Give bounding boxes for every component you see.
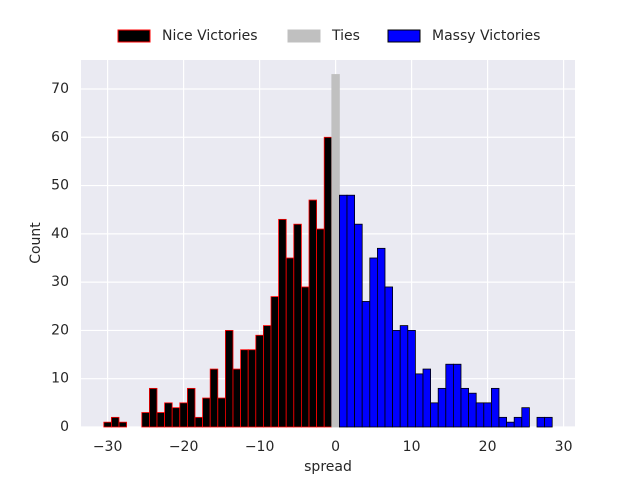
bar — [217, 397, 226, 428]
legend-label: Massy Victories — [432, 28, 540, 44]
y-tick-label: 70 — [51, 81, 69, 97]
x-tick-label: 20 — [479, 439, 497, 455]
bar — [293, 223, 302, 428]
bar — [111, 416, 120, 428]
bar — [270, 296, 279, 428]
bar — [513, 416, 523, 428]
bar — [186, 387, 196, 428]
y-tick-label: 60 — [51, 129, 69, 145]
legend-label: Ties — [331, 28, 360, 44]
bar — [179, 402, 188, 428]
bar — [323, 136, 333, 428]
bar — [392, 330, 401, 428]
bar — [445, 363, 454, 428]
bar — [148, 387, 158, 428]
x-tick-label: −30 — [93, 439, 123, 455]
bar — [308, 199, 317, 428]
bar — [278, 218, 287, 428]
bar — [354, 223, 363, 428]
bar — [316, 228, 325, 428]
bar — [156, 412, 165, 428]
bar — [202, 397, 211, 428]
bar — [232, 368, 241, 428]
bar — [384, 286, 393, 428]
bar — [422, 368, 431, 428]
legend-swatch — [117, 29, 151, 43]
legend-swatch — [287, 29, 321, 43]
y-axis-label: Count — [28, 222, 44, 264]
bar — [103, 421, 112, 428]
x-tick-label: −10 — [245, 439, 275, 455]
y-tick-label: 20 — [51, 322, 69, 338]
bar — [437, 387, 447, 428]
bar — [285, 257, 295, 428]
bar — [369, 257, 378, 428]
bar — [430, 402, 439, 428]
bar — [300, 286, 310, 428]
bar — [536, 416, 545, 428]
bar — [506, 421, 515, 428]
bar — [194, 416, 203, 428]
bar — [490, 387, 500, 428]
x-tick-label: −20 — [169, 439, 199, 455]
y-tick-label: 10 — [51, 371, 69, 387]
bar — [475, 402, 485, 428]
y-tick-label: 30 — [51, 274, 69, 290]
legend-label: Nice Victories — [162, 28, 258, 44]
bar — [498, 416, 507, 428]
bar — [460, 387, 469, 428]
y-tick-label: 40 — [51, 226, 69, 242]
legend-swatch — [387, 29, 421, 43]
bar — [118, 421, 127, 428]
y-tick-label: 50 — [51, 178, 69, 194]
bar — [247, 349, 257, 428]
bar — [240, 349, 249, 428]
bar — [171, 407, 181, 428]
y-tick-label: 0 — [60, 419, 69, 435]
bar — [331, 74, 340, 428]
bar — [224, 330, 234, 428]
bar — [483, 402, 492, 428]
x-tick-label: 30 — [555, 439, 573, 455]
bar — [414, 373, 424, 428]
bar — [164, 402, 173, 428]
bar — [468, 392, 477, 428]
bar — [376, 247, 386, 428]
bar — [338, 194, 348, 428]
bar — [209, 368, 219, 428]
bar — [361, 301, 371, 428]
bar — [521, 407, 530, 428]
bar — [407, 330, 416, 428]
bar — [452, 363, 462, 428]
bar — [544, 416, 553, 428]
bar — [141, 412, 150, 428]
x-tick-label: 0 — [331, 439, 340, 455]
bar — [346, 194, 355, 428]
bar — [255, 334, 264, 428]
bar — [399, 325, 409, 428]
x-tick-label: 10 — [403, 439, 421, 455]
x-axis-label: spread — [304, 459, 352, 475]
bar — [262, 325, 272, 428]
